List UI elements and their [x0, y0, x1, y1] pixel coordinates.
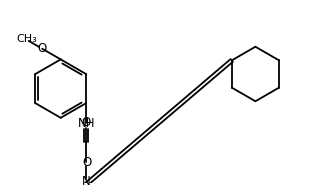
Text: O: O: [81, 116, 91, 129]
Text: CH₃: CH₃: [17, 34, 37, 44]
Text: O: O: [37, 42, 47, 55]
Text: O: O: [82, 156, 92, 169]
Text: N: N: [82, 175, 90, 188]
Text: NH: NH: [78, 117, 96, 130]
